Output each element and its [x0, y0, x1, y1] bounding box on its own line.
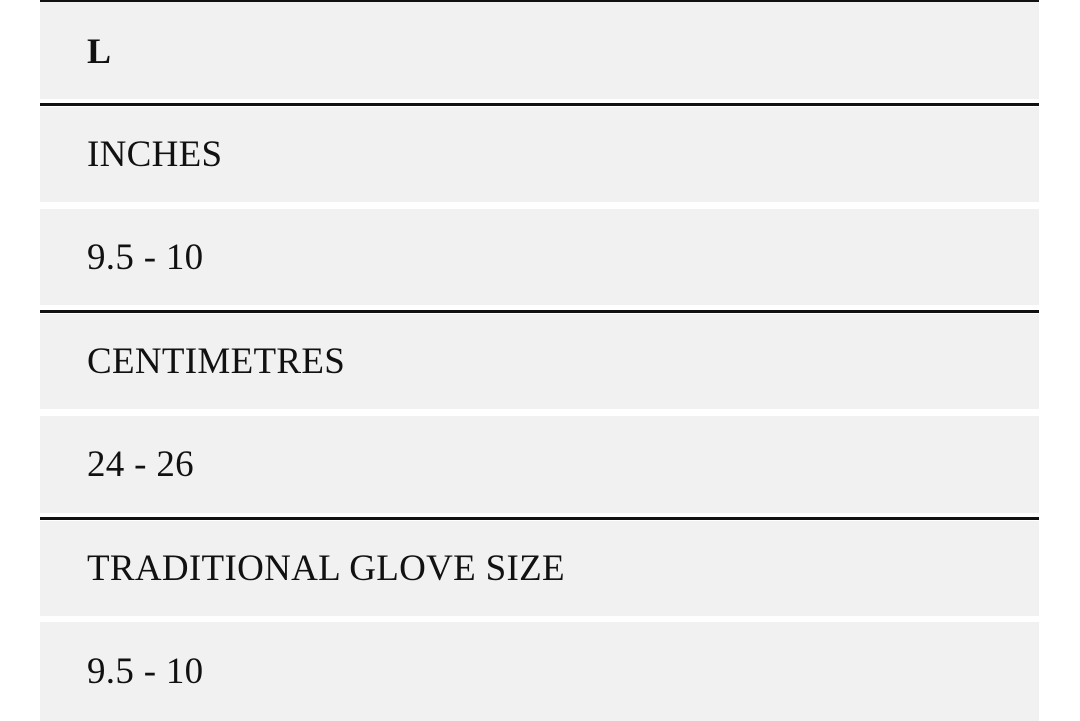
centimetres-label: CENTIMETRES — [87, 341, 346, 382]
measurement-value-row: 9.5 - 10 — [40, 622, 1039, 721]
divider — [40, 103, 1039, 106]
measurement-label-row: TRADITIONAL GLOVE SIZE — [40, 521, 1039, 616]
size-header-row: L — [40, 2, 1039, 99]
divider — [40, 310, 1039, 313]
measurement-label-row: INCHES — [40, 107, 1039, 202]
traditional-glove-size-value: 9.5 - 10 — [87, 651, 204, 692]
measurement-label-row: CENTIMETRES — [40, 314, 1039, 409]
inches-value: 9.5 - 10 — [87, 236, 204, 278]
size-label: L — [87, 30, 112, 71]
inches-label: INCHES — [87, 134, 223, 175]
centimetres-value: 24 - 26 — [87, 444, 194, 485]
divider — [40, 0, 1039, 3]
divider — [40, 517, 1039, 520]
traditional-glove-size-label: TRADITIONAL GLOVE SIZE — [87, 548, 565, 589]
measurement-value-row: 24 - 26 — [40, 416, 1039, 513]
measurement-value-row: 9.5 - 10 — [40, 209, 1039, 305]
